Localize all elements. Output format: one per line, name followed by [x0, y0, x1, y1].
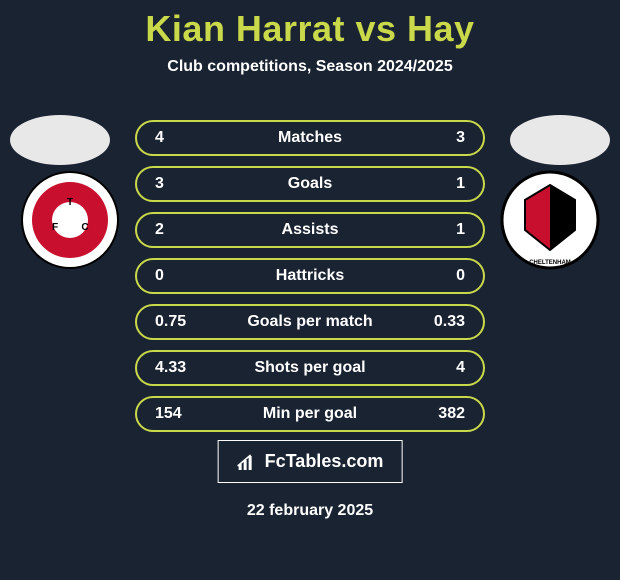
stat-label: Min per goal: [263, 405, 357, 423]
stat-right-value: 1: [456, 175, 465, 193]
stat-right-value: 4: [456, 359, 465, 377]
stat-row-matches: 4 Matches 3: [135, 120, 485, 156]
club-right-logo: CHELTENHAM: [500, 170, 600, 270]
stat-left-value: 0.75: [155, 313, 186, 331]
stat-row-min-per-goal: 154 Min per goal 382: [135, 396, 485, 432]
club-right-badge: CHELTENHAM: [500, 170, 600, 270]
comparison-date: 22 february 2025: [247, 502, 373, 520]
stat-label: Matches: [278, 129, 342, 147]
stat-right-value: 1: [456, 221, 465, 239]
site-logo[interactable]: FcTables.com: [218, 440, 403, 483]
svg-text:C: C: [81, 222, 88, 233]
stat-label: Goals per match: [247, 313, 372, 331]
stat-right-value: 0: [456, 267, 465, 285]
stat-label: Shots per goal: [254, 359, 365, 377]
chart-icon: [237, 452, 257, 472]
stat-row-goals: 3 Goals 1: [135, 166, 485, 202]
stat-row-assists: 2 Assists 1: [135, 212, 485, 248]
stat-row-hattricks: 0 Hattricks 0: [135, 258, 485, 294]
player-right-avatar: [510, 115, 610, 165]
stat-right-value: 3: [456, 129, 465, 147]
player-left-avatar: [10, 115, 110, 165]
svg-text:F: F: [52, 222, 58, 233]
stat-left-value: 4: [155, 129, 164, 147]
stat-label: Hattricks: [276, 267, 344, 285]
stat-label: Assists: [282, 221, 339, 239]
site-name: FcTables.com: [265, 451, 384, 472]
stat-left-value: 3: [155, 175, 164, 193]
stat-row-goals-per-match: 0.75 Goals per match 0.33: [135, 304, 485, 340]
stat-left-value: 4.33: [155, 359, 186, 377]
club-left-logo: T F C: [20, 170, 120, 270]
svg-text:CHELTENHAM: CHELTENHAM: [529, 260, 571, 266]
stats-container: 4 Matches 3 3 Goals 1 2 Assists 1 0 Hatt…: [135, 120, 485, 442]
stat-row-shots-per-goal: 4.33 Shots per goal 4: [135, 350, 485, 386]
stat-right-value: 0.33: [434, 313, 465, 331]
stat-left-value: 2: [155, 221, 164, 239]
svg-text:T: T: [67, 197, 73, 208]
club-left-badge: T F C: [20, 170, 120, 270]
stat-label: Goals: [288, 175, 332, 193]
stat-right-value: 382: [438, 405, 465, 423]
stat-left-value: 0: [155, 267, 164, 285]
stat-left-value: 154: [155, 405, 182, 423]
comparison-title: Kian Harrat vs Hay: [0, 0, 620, 50]
comparison-subtitle: Club competitions, Season 2024/2025: [0, 58, 620, 76]
